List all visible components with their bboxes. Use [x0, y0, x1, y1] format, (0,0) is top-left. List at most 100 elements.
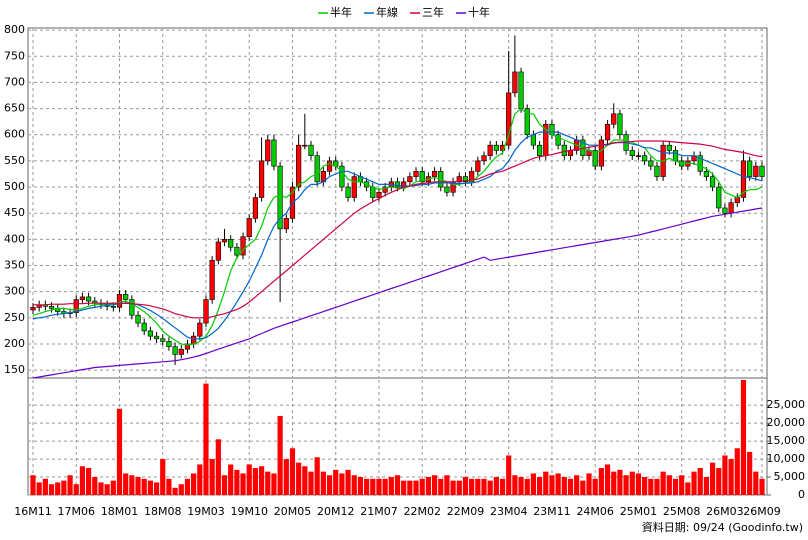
candle-body — [129, 299, 135, 316]
volume-bar — [438, 478, 444, 495]
volume-bar — [697, 468, 703, 495]
candle-body — [481, 155, 487, 162]
y-tick-label: 700 — [4, 75, 25, 88]
candle-body — [462, 176, 469, 183]
candle-body — [506, 92, 512, 146]
candle-body — [351, 176, 357, 198]
candle-body — [518, 71, 524, 109]
y-tick-label: 550 — [4, 154, 25, 167]
y-tick-label: 500 — [4, 180, 25, 193]
volume-bar — [92, 477, 98, 495]
volume-bar — [129, 475, 135, 495]
volume-bar — [271, 473, 277, 495]
candle-body — [209, 259, 215, 300]
volume-bar — [302, 466, 308, 495]
volume-bar — [611, 471, 617, 495]
volume-bar — [246, 464, 252, 495]
volume-bar — [98, 482, 104, 495]
x-tick-label: 25M08 — [663, 505, 701, 518]
volume-bar — [709, 462, 716, 495]
candle-body — [487, 144, 493, 156]
y-tick-label: 750 — [4, 49, 25, 62]
candle-body — [592, 150, 598, 167]
y-tick-label: 650 — [4, 102, 25, 115]
y2-tick-label: 10,000 — [767, 452, 806, 465]
candle-body — [648, 160, 654, 167]
volume-bar — [277, 415, 283, 495]
y2-tick-label: 20,000 — [767, 416, 806, 429]
volume-bar — [580, 480, 586, 495]
x-tick-label: 20M12 — [317, 505, 355, 518]
volume-bar — [747, 451, 753, 495]
volume-bar — [413, 480, 419, 495]
volume-bar — [469, 478, 475, 495]
volume-bar — [252, 468, 259, 495]
y-tick-label: 450 — [4, 206, 25, 219]
volume-bar — [753, 471, 759, 495]
candle-body — [747, 160, 753, 177]
volume-bar — [586, 473, 592, 495]
volume-bar — [48, 484, 55, 495]
y-tick-label: 800 — [4, 23, 25, 36]
volume-bar — [42, 478, 48, 495]
candle-body — [314, 155, 320, 183]
volume-bar — [382, 478, 388, 495]
volume-bar — [648, 478, 654, 495]
candle-body — [370, 186, 376, 198]
candle-body — [221, 239, 228, 243]
volume-bar — [135, 477, 141, 495]
source-note: 資料日期: 09/24 (Goodinfo.tw) — [642, 520, 803, 534]
x-tick-label: 25M01 — [620, 505, 658, 518]
y2-tick-label: 15,000 — [767, 434, 806, 447]
volume-bar — [518, 477, 524, 495]
volume-bar — [574, 475, 580, 495]
volume-bar — [36, 482, 42, 495]
volume-bar — [55, 482, 61, 495]
volume-bar — [357, 477, 364, 495]
volume-bar — [326, 475, 333, 495]
volume-bar — [419, 478, 425, 495]
candle-body — [326, 160, 333, 172]
x-tick-label: 26M03 — [706, 505, 744, 518]
volume-bar — [629, 471, 635, 495]
candle-body — [265, 139, 271, 162]
volume-bar — [345, 469, 351, 495]
candle-body — [302, 144, 308, 147]
y2-tick-label: 25,000 — [767, 398, 806, 411]
x-tick-label: 22M09 — [447, 505, 485, 518]
y-tick-label: 200 — [4, 337, 25, 350]
volume-bar — [475, 478, 481, 495]
volume-bar — [740, 380, 747, 495]
volume-bar — [73, 484, 79, 495]
volume-bar — [351, 475, 357, 495]
candle-body — [666, 144, 672, 151]
volume-bar — [215, 439, 221, 495]
volume-bar — [61, 480, 67, 495]
volume-bar — [394, 475, 401, 495]
volume-bar — [172, 487, 178, 495]
volume-bar — [431, 475, 438, 495]
candle-body — [203, 299, 209, 324]
volume-bar — [370, 478, 376, 495]
y2-tick-label: 0 — [798, 488, 805, 501]
volume-bar — [512, 475, 518, 495]
volume-bar — [654, 478, 660, 495]
volume-bar — [672, 478, 679, 495]
candle-body — [475, 160, 481, 172]
candle-body — [252, 197, 259, 219]
volume-bar — [555, 473, 561, 495]
volume-bar — [166, 478, 172, 495]
volume-bar — [592, 478, 598, 495]
volume-bar — [320, 471, 326, 495]
candle-body — [197, 322, 203, 337]
volume-bar — [536, 477, 543, 495]
x-tick-label: 18M08 — [144, 505, 182, 518]
candle-body — [339, 165, 345, 188]
candle-body — [611, 113, 617, 125]
candle-body — [419, 171, 425, 183]
volume-bar — [203, 383, 209, 495]
candle-body — [240, 236, 246, 256]
volume-bar — [642, 477, 648, 495]
x-tick-label: 16M11 — [14, 505, 52, 518]
